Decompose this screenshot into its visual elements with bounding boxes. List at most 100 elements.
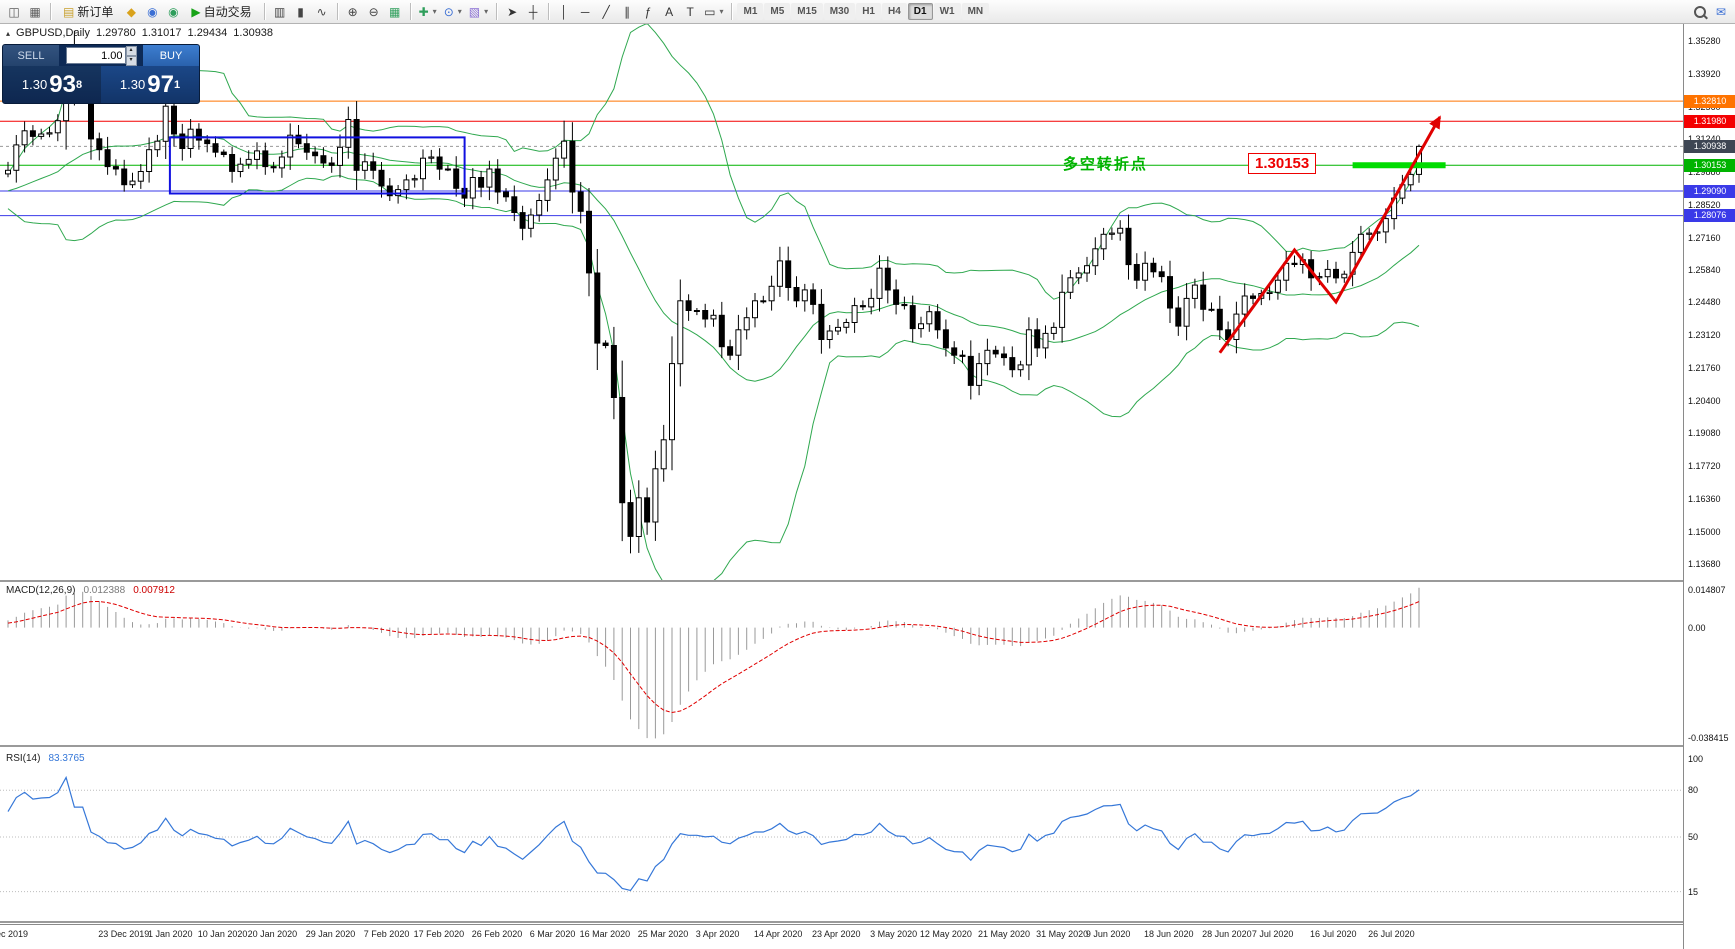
rsi-axis-label: 100 — [1688, 754, 1704, 764]
time-axis-label: 17 Feb 2020 — [413, 929, 465, 939]
time-axis-label: 23 Dec 2019 — [98, 929, 150, 939]
line-chart-icon: ∿ — [316, 4, 327, 19]
timeframe-button-m15[interactable]: M15 — [791, 3, 823, 20]
caret-down-icon: ▾ — [432, 7, 437, 16]
macd-main-value: 0.012388 — [83, 585, 126, 596]
pane-separator[interactable] — [0, 921, 1735, 924]
channel-icon: ∥ — [624, 4, 631, 19]
vertical-line-icon[interactable]: │ — [554, 2, 574, 22]
macd-axis-label: 0.014807 — [1688, 585, 1726, 595]
time-axis-label: 9 Jun 2020 — [1085, 929, 1131, 939]
macd-signal-value: 0.007912 — [133, 585, 175, 596]
trendline-icon[interactable]: ╱ — [596, 2, 616, 22]
time-axis-label: 7 Feb 2020 — [363, 929, 410, 939]
pane-separator[interactable] — [0, 580, 1735, 583]
market-watch-icon[interactable]: ◉ — [142, 2, 162, 22]
zoom-in-icon[interactable]: ⊕ — [343, 2, 363, 22]
label-icon[interactable]: T — [680, 2, 700, 22]
buy-price-button[interactable]: 1.30 97 1 — [101, 66, 199, 103]
rsi-canvas[interactable] — [0, 751, 1683, 923]
macd-canvas[interactable] — [0, 583, 1683, 745]
community-chat-icon[interactable]: ✉ — [1711, 2, 1731, 22]
candlestick-chart-icon[interactable]: ▮ — [291, 2, 311, 22]
timeframe-button-mn[interactable]: MN — [961, 3, 990, 20]
periods-icon[interactable]: ⊙ ▾ — [441, 2, 465, 22]
time-axis-label: 26 Feb 2020 — [471, 929, 523, 939]
bar-chart-icon: ▥ — [273, 4, 286, 19]
autotrading-button-label: 自动交易 — [203, 5, 252, 19]
search-icon — [1694, 5, 1706, 18]
zoom-out-icon[interactable]: ⊖ — [364, 2, 384, 22]
buy-price-sup: 1 — [173, 78, 181, 91]
cursor-icon[interactable]: ➤ — [502, 2, 522, 22]
rsi-name: RSI(14) — [6, 753, 41, 764]
crosshair-icon[interactable]: ┼ — [523, 2, 543, 22]
time-axis-label: 6 Mar 2020 — [529, 929, 576, 939]
lot-decrease-button[interactable]: ▾ — [125, 55, 137, 66]
new-order-button[interactable]: ▤ 新订单 — [56, 2, 120, 22]
time-axis-label: 12 May 2020 — [919, 929, 972, 939]
channel-icon[interactable]: ∥ — [617, 2, 637, 22]
line-chart-icon[interactable]: ∿ — [312, 2, 332, 22]
buy-button[interactable]: BUY — [143, 45, 199, 66]
time-axis-label: 16 Mar 2020 — [579, 929, 631, 939]
sell-price-button[interactable]: 1.30 93 8 — [3, 66, 101, 103]
pane-separator[interactable] — [0, 745, 1735, 748]
templates-icon[interactable]: ▧ ▾ — [466, 2, 491, 22]
lot-increase-button[interactable]: ▴ — [125, 45, 137, 56]
time-axis-label: 18 Jun 2020 — [1144, 929, 1194, 939]
price-axis-label: 1.17720 — [1688, 460, 1721, 471]
indicators-icon: ✚ — [418, 4, 429, 19]
toolbar-separator — [336, 3, 338, 20]
sell-button[interactable]: SELL — [3, 45, 59, 66]
symbol-timeframe-label: GBPUSD,Daily — [16, 27, 90, 39]
periods-icon: ⊙ — [443, 4, 454, 19]
price-axis-label: 1.27160 — [1688, 232, 1721, 243]
community-chat-icon: ✉ — [1715, 4, 1727, 19]
lot-spinner: ▴ ▾ — [125, 45, 137, 66]
timeframe-button-h4[interactable]: H4 — [882, 3, 907, 20]
price-chart-canvas[interactable] — [0, 24, 1683, 580]
macd-name: MACD(12,26,9) — [6, 585, 76, 596]
lot-size-input[interactable] — [65, 47, 126, 64]
price-tag-1.31980: 1.31980 — [1684, 114, 1735, 128]
toolbar-separator — [496, 3, 498, 20]
price-axis-label: 1.29880 — [1688, 166, 1721, 177]
turning-point-annotation[interactable]: 多空转折点 — [1062, 156, 1148, 174]
timeframe-button-m30[interactable]: M30 — [823, 3, 856, 20]
timeframe-button-m1[interactable]: M1 — [737, 3, 764, 20]
market-watch-icon: ◉ — [147, 4, 158, 19]
bar-chart-icon[interactable]: ▥ — [270, 2, 290, 22]
autotrading-button[interactable]: ▶ 自动交易 — [184, 2, 258, 22]
metaeditor-icon[interactable]: ◆ — [121, 2, 141, 22]
price-tag-1.30938: 1.30938 — [1684, 139, 1735, 153]
chart-window[interactable]: ▴ GBPUSD,Daily 1.29780 1.31017 1.29434 1… — [0, 24, 1735, 949]
timeframe-button-h1[interactable]: H1 — [856, 3, 881, 20]
profiles-icon[interactable]: ▦ — [25, 2, 45, 22]
indicators-icon[interactable]: ✚ ▾ — [416, 2, 440, 22]
price-axis-label: 1.19080 — [1688, 428, 1721, 439]
fibonacci-icon[interactable]: ƒ — [638, 2, 658, 22]
new-order-button-label: 新订单 — [77, 5, 114, 19]
horizontal-line-icon[interactable]: ─ — [575, 2, 595, 22]
price-axis-label: 1.23120 — [1688, 330, 1721, 341]
rsi-axis-label: 80 — [1688, 785, 1699, 796]
search-icon[interactable] — [1690, 2, 1710, 22]
zoom-in-icon: ⊕ — [347, 4, 358, 19]
navigator-icon[interactable]: ◉ — [163, 2, 183, 22]
label-icon: T — [686, 4, 694, 19]
timeframe-button-m5[interactable]: M5 — [764, 3, 791, 20]
tile-windows-icon[interactable]: ▦ — [385, 2, 405, 22]
price-axis[interactable]: 1.352801.339201.325601.312401.298801.285… — [1683, 24, 1735, 949]
price-callout-annotation[interactable]: 1.30153 — [1248, 153, 1317, 175]
chart-window-icon[interactable]: ◫ — [4, 2, 24, 22]
price-tag-1.29090: 1.29090 — [1684, 184, 1735, 198]
shapes-icon[interactable]: ▭ ▾ — [701, 2, 726, 22]
timeframe-button-d1[interactable]: D1 — [907, 3, 933, 20]
price-axis-label: 1.35280 — [1688, 36, 1721, 47]
text-icon: A — [665, 4, 674, 19]
text-icon[interactable]: A — [659, 2, 679, 22]
buy-price-pips: 97 — [147, 70, 174, 98]
timeframe-button-w1[interactable]: W1 — [933, 3, 961, 20]
